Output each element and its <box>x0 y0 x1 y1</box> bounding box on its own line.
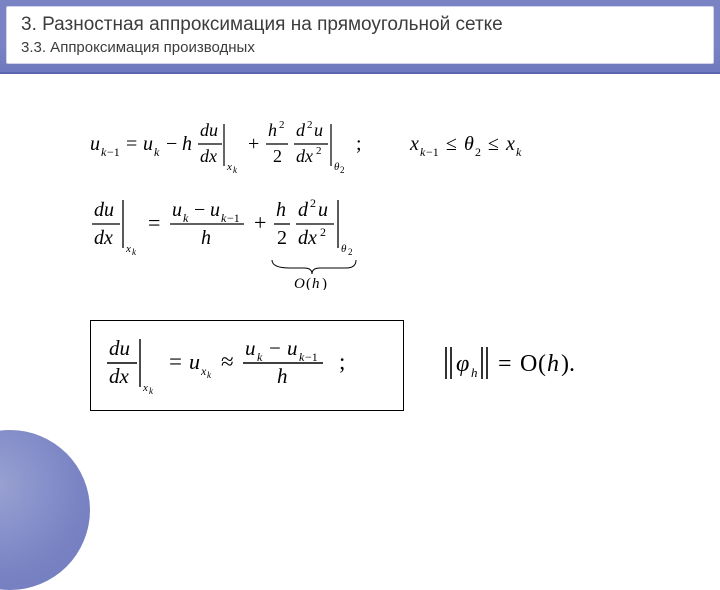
svg-text:−: − <box>194 199 205 221</box>
svg-text:=: = <box>148 210 160 235</box>
svg-text:k: k <box>154 145 160 159</box>
svg-text:u: u <box>172 199 182 221</box>
svg-text:k: k <box>257 350 263 364</box>
svg-text:d: d <box>298 199 309 221</box>
header-inner: 3. Разностная аппроксимация на прямоугол… <box>6 6 714 64</box>
svg-text:u: u <box>210 199 220 221</box>
svg-text:;: ; <box>356 133 362 155</box>
svg-text:x: x <box>226 161 232 173</box>
svg-text:≤: ≤ <box>488 133 499 155</box>
svg-text:x: x <box>409 133 419 155</box>
svg-text:2: 2 <box>340 165 345 175</box>
svg-text:k: k <box>516 145 522 159</box>
svg-text:d: d <box>296 120 306 140</box>
svg-text:x: x <box>505 133 515 155</box>
svg-text:=: = <box>498 351 512 377</box>
svg-text:x: x <box>142 382 148 394</box>
svg-text:φ: φ <box>456 351 469 377</box>
svg-text:h: h <box>268 120 277 140</box>
equation-3-box: du dx x k = u x k ≈ u k − u k −1 <box>90 320 404 411</box>
svg-text:dx: dx <box>109 364 130 388</box>
svg-text:2: 2 <box>348 247 353 257</box>
decorative-sphere <box>0 430 90 590</box>
header-band: 3. Разностная аппроксимация на прямоугол… <box>0 0 720 74</box>
svg-text:dx: dx <box>298 227 317 249</box>
svg-text:u: u <box>318 199 328 221</box>
svg-text:u: u <box>90 133 100 155</box>
svg-text:dx: dx <box>94 227 113 249</box>
svg-text:h: h <box>277 364 288 388</box>
svg-text:2: 2 <box>475 145 481 159</box>
svg-text:h: h <box>471 365 478 380</box>
svg-text:2: 2 <box>310 196 316 210</box>
svg-text:−1: −1 <box>426 145 439 159</box>
svg-text:−: − <box>166 133 177 155</box>
svg-text:;: ; <box>339 349 345 374</box>
svg-text:≈: ≈ <box>221 349 234 374</box>
svg-text:2: 2 <box>320 225 326 239</box>
equation-3-row: du dx x k = u x k ≈ u k − u k −1 <box>90 320 650 411</box>
svg-text:): ) <box>322 276 327 290</box>
svg-text:=: = <box>126 133 137 155</box>
svg-text:2: 2 <box>316 145 322 157</box>
svg-text:du: du <box>109 336 130 360</box>
equation-1: u k −1 = u k − h du dx x k + h 2 2 <box>90 114 650 176</box>
svg-text:x: x <box>125 243 131 255</box>
svg-text:k: k <box>207 370 212 380</box>
svg-text:=: = <box>169 349 182 374</box>
svg-text:u: u <box>314 120 323 140</box>
svg-text:).: ). <box>561 351 575 377</box>
svg-text:h: h <box>276 199 286 221</box>
svg-text:2: 2 <box>277 227 287 249</box>
svg-text:k: k <box>183 211 189 225</box>
svg-text:+: + <box>248 133 259 155</box>
svg-text:(: ( <box>538 351 546 377</box>
content-area: u k −1 = u k − h du dx x k + h 2 2 <box>90 100 650 411</box>
svg-text:2: 2 <box>279 119 285 131</box>
svg-text:dx: dx <box>200 146 217 166</box>
svg-text:h: h <box>201 227 211 249</box>
svg-text:θ: θ <box>341 243 347 255</box>
svg-text:−1: −1 <box>107 145 120 159</box>
svg-text:+: + <box>254 210 266 235</box>
svg-text:k: k <box>132 247 137 257</box>
equation-3-norm: φ h = O ( h ). <box>442 341 612 390</box>
svg-text:θ: θ <box>464 133 474 155</box>
equation-2: du dx x k = u k − u k −1 h + h 2 <box>90 190 650 290</box>
svg-text:O: O <box>520 351 537 377</box>
svg-text:−1: −1 <box>305 350 318 364</box>
svg-text:x: x <box>200 364 207 378</box>
svg-text:O: O <box>294 276 305 290</box>
svg-text:k: k <box>149 386 154 395</box>
svg-text:−1: −1 <box>227 211 240 225</box>
svg-text:k: k <box>233 165 238 175</box>
svg-text:−: − <box>269 336 281 360</box>
svg-text:dx: dx <box>296 146 313 166</box>
slide-subtitle: 3.3. Аппроксимация производных <box>21 38 699 58</box>
slide-title: 3. Разностная аппроксимация на прямоугол… <box>21 13 699 37</box>
svg-text:2: 2 <box>273 146 282 166</box>
svg-text:du: du <box>94 199 114 221</box>
svg-text:2: 2 <box>307 119 313 131</box>
svg-text:h: h <box>547 351 559 377</box>
svg-text:u: u <box>287 336 298 360</box>
svg-text:(: ( <box>306 276 311 290</box>
svg-text:h: h <box>182 133 192 155</box>
svg-text:u: u <box>189 349 200 374</box>
svg-text:≤: ≤ <box>446 133 457 155</box>
svg-text:u: u <box>143 133 153 155</box>
svg-text:u: u <box>245 336 256 360</box>
svg-text:h: h <box>312 276 320 290</box>
svg-text:du: du <box>200 120 218 140</box>
